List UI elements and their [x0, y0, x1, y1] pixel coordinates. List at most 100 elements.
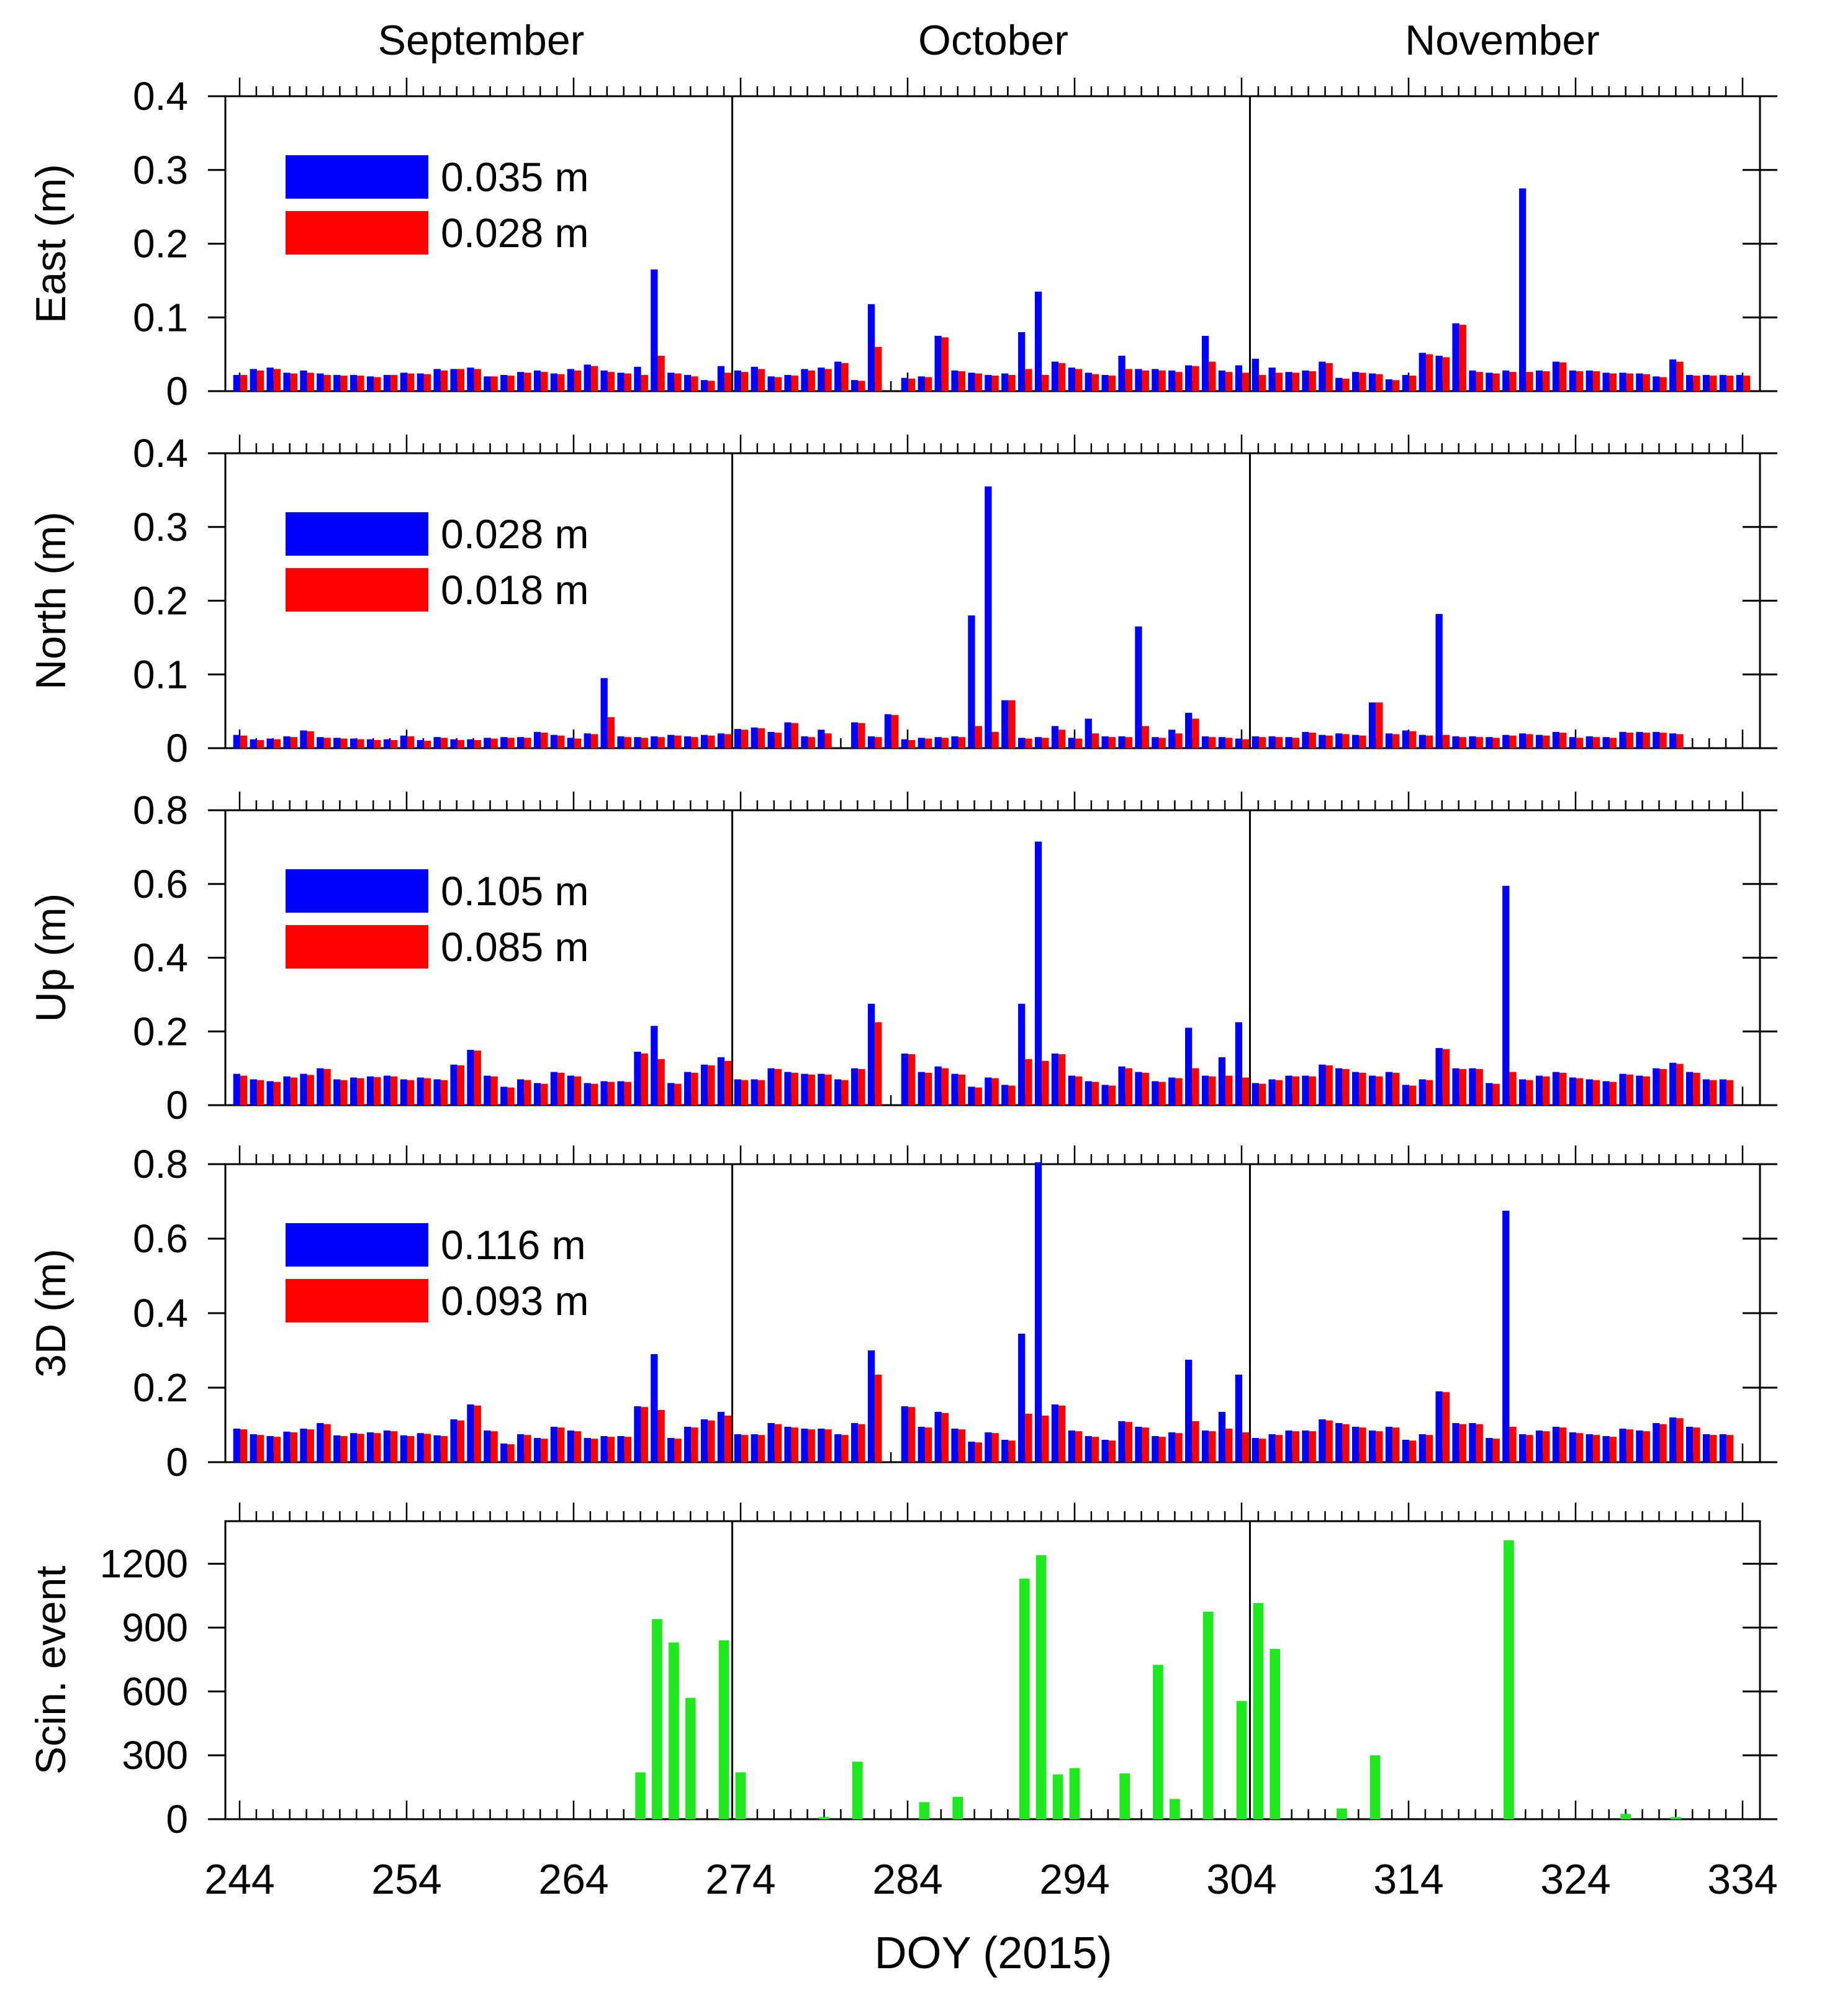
bar-blue: [1335, 377, 1343, 391]
legend-swatch-red: [286, 568, 428, 612]
panel-0: 0 0.1 0.2 0.3 0.4 East (m) 0.035 m 0.028 m: [27, 74, 1777, 414]
bar-scintillation: [1504, 1540, 1514, 1819]
bar-blue: [1602, 1436, 1610, 1462]
bar-red: [791, 1072, 798, 1105]
bar-blue: [317, 373, 324, 391]
bar-blue: [1602, 737, 1610, 748]
bar-blue: [734, 729, 741, 748]
bar-red: [708, 735, 715, 748]
bar-blue: [867, 1350, 875, 1462]
bar-red: [1209, 361, 1216, 391]
bar-red: [1576, 371, 1584, 391]
y-tick-label: 0.4: [133, 936, 188, 980]
bar-red: [1025, 1414, 1032, 1462]
bar-blue: [667, 1083, 675, 1105]
bar-scintillation: [652, 1619, 662, 1819]
bar-red: [1292, 1076, 1299, 1105]
bar-red: [423, 374, 431, 391]
bar-blue: [1185, 1028, 1193, 1105]
bar-red: [1225, 738, 1233, 748]
bar-blue: [651, 1026, 658, 1105]
bar-blue: [634, 1051, 641, 1105]
bar-blue: [1168, 1077, 1176, 1105]
y-tick-label: 600: [122, 1669, 188, 1714]
month-label-september: September: [378, 17, 585, 64]
bar-blue: [818, 730, 825, 748]
bar-red: [490, 1431, 498, 1462]
bar-red: [273, 369, 281, 391]
bar-blue: [1218, 1412, 1226, 1462]
bar-blue: [1368, 373, 1376, 391]
bar-red: [290, 737, 297, 748]
bar-red: [1710, 1435, 1717, 1462]
bar-blue: [1285, 372, 1292, 391]
bar-blue: [400, 1079, 407, 1105]
bar-red: [1526, 1080, 1533, 1105]
bar-red: [1492, 1083, 1500, 1105]
bar-red: [975, 1087, 982, 1105]
bar-red: [657, 737, 665, 748]
bar-blue: [250, 739, 257, 748]
bar-blue: [801, 1429, 808, 1462]
bar-blue: [634, 366, 641, 391]
bar-red: [1125, 369, 1132, 391]
bar-blue: [1068, 1431, 1075, 1462]
bar-scintillation: [952, 1797, 963, 1819]
bar-red: [1643, 374, 1650, 391]
bar-blue: [1352, 735, 1360, 748]
bar-blue: [1201, 1431, 1209, 1462]
bar-blue: [484, 738, 491, 748]
bar-red: [1258, 737, 1266, 748]
bar-red: [924, 738, 932, 748]
bar-red: [1576, 1078, 1584, 1105]
bar-red: [557, 1427, 565, 1462]
bar-blue: [1252, 736, 1259, 748]
bar-blue: [283, 373, 291, 391]
bar-blue: [1486, 373, 1493, 391]
bar-blue: [684, 374, 692, 391]
bar-blue: [1101, 374, 1109, 391]
y-tick-label: 300: [122, 1733, 188, 1778]
bar-red: [1275, 373, 1283, 391]
panel-4: 0 300 600 900 1200 Scin. event: [27, 1503, 1777, 1842]
bar-red: [607, 1082, 615, 1105]
y-tick-label: 0.2: [133, 579, 188, 623]
bar-blue: [818, 1074, 825, 1105]
month-label-november: November: [1405, 17, 1600, 64]
bar-red: [1292, 1431, 1299, 1462]
bar-red: [1376, 1431, 1383, 1462]
bar-red: [1025, 369, 1032, 391]
bar-blue: [1302, 1431, 1309, 1462]
bar-red: [824, 1429, 832, 1462]
bar-blue: [1719, 1434, 1727, 1462]
bar-red: [1392, 1072, 1400, 1105]
bar-blue: [1302, 731, 1309, 748]
bar-red: [774, 733, 782, 748]
bar-blue: [250, 1434, 257, 1462]
bar-red: [1509, 1427, 1517, 1462]
bar-red: [1209, 737, 1216, 748]
legend-label-red: 0.093 m: [441, 1278, 589, 1324]
bar-red: [490, 738, 498, 748]
bar-blue: [934, 335, 942, 391]
bar-blue: [851, 1423, 859, 1462]
bar-blue: [667, 373, 675, 391]
bar-blue: [400, 1435, 407, 1462]
bar-red: [474, 739, 481, 748]
bar-red: [1409, 1085, 1417, 1105]
bar-red: [774, 1424, 782, 1462]
bar-red: [1042, 738, 1049, 748]
bar-red: [1559, 733, 1567, 748]
bar-red: [1158, 1082, 1166, 1105]
bar-blue: [951, 736, 959, 748]
bar-red: [440, 1080, 448, 1105]
bar-blue: [851, 380, 859, 391]
bar-red: [1091, 1082, 1099, 1105]
bar-red: [323, 1069, 331, 1105]
bar-red: [1643, 1431, 1650, 1462]
bar-blue: [1152, 737, 1159, 748]
bar-blue: [784, 722, 792, 748]
bar-blue: [801, 736, 808, 748]
bar-blue: [300, 370, 307, 391]
bar-red: [574, 1431, 582, 1462]
